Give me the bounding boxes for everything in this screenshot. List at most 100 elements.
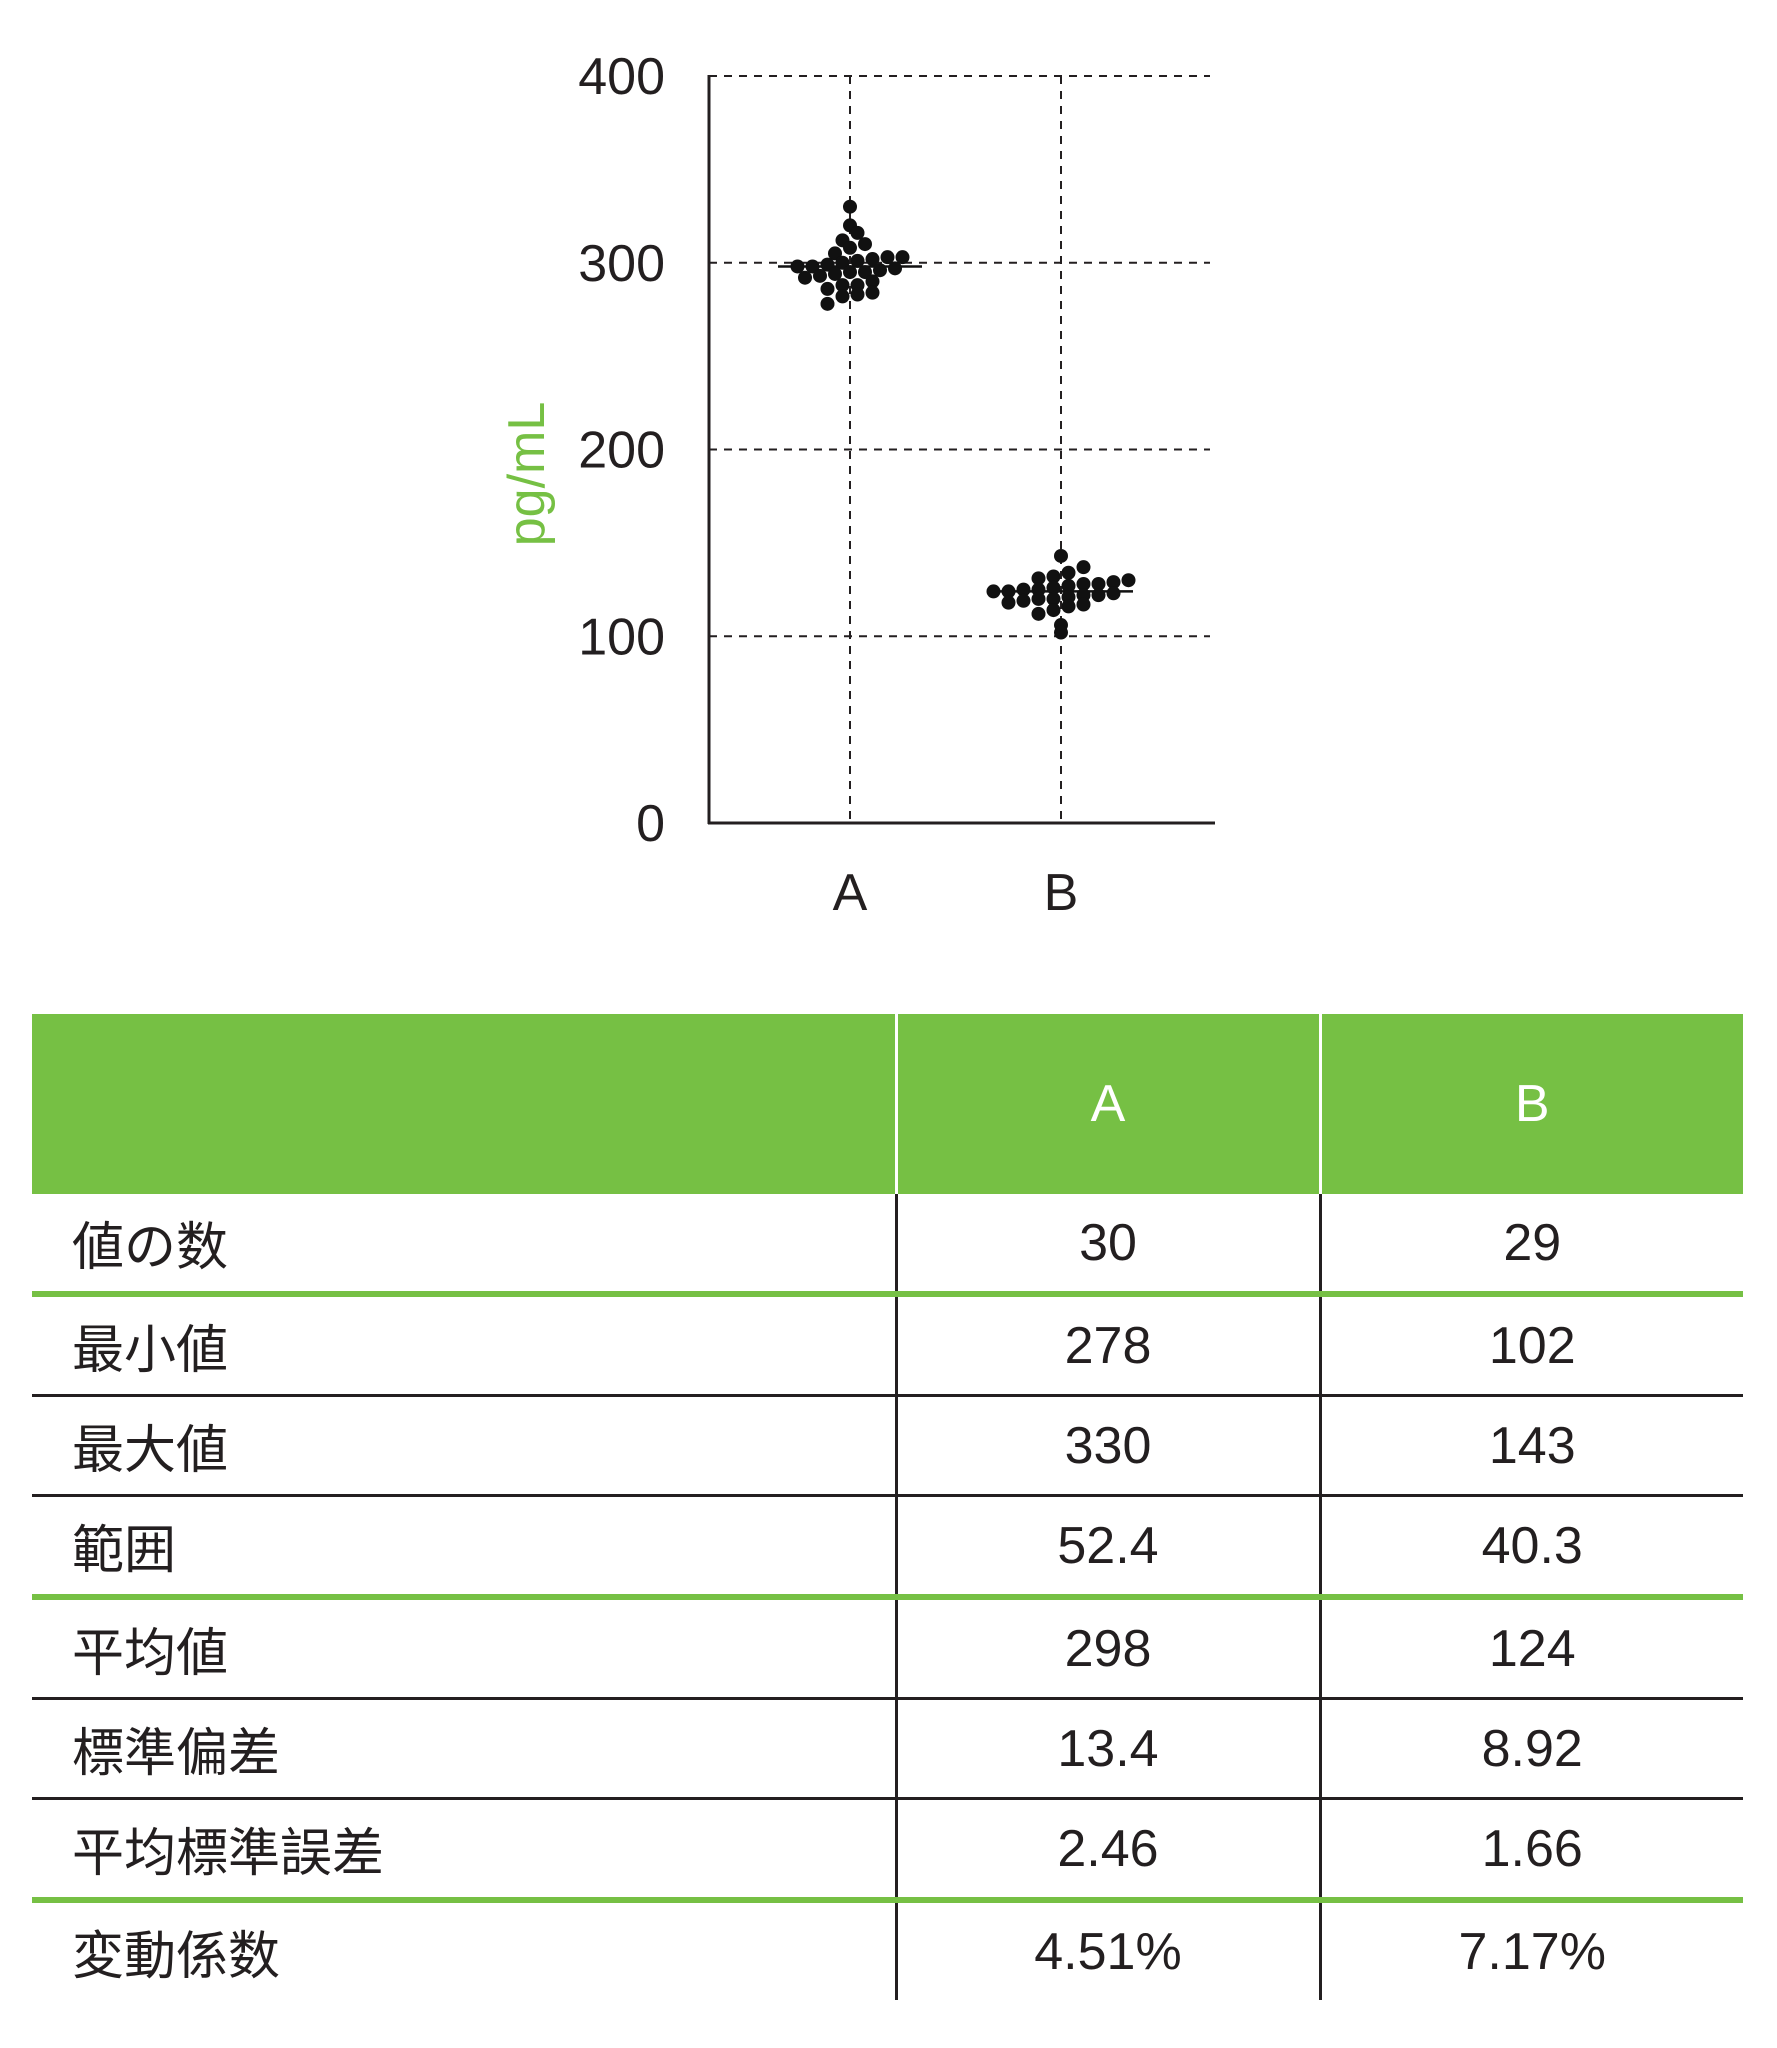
data-point: [820, 257, 835, 272]
data-point: [1076, 597, 1091, 612]
table-row: 変動係数 4.51% 7.17%: [32, 1900, 1743, 2000]
value-a: 52.4: [894, 1495, 1320, 1600]
data-point: [1016, 582, 1031, 597]
data-point: [813, 268, 827, 283]
data-point: [798, 270, 812, 285]
statistics-table: A B 値の数 30 29 最小値 278 102 最大値 330 143 範囲…: [32, 1014, 1743, 2000]
value-a: 330: [894, 1395, 1320, 1497]
data-point: [880, 250, 895, 265]
value-a: 278: [894, 1294, 1320, 1397]
data-point: [820, 281, 835, 296]
row-label: 変動係数: [72, 1928, 281, 1986]
data-points: [778, 199, 1136, 640]
data-point: [1054, 625, 1068, 640]
table-row: 値の数 30 29: [32, 1194, 1743, 1297]
data-point: [1001, 584, 1016, 599]
table-row: 平均標準誤差 2.46 1.66: [32, 1798, 1743, 1903]
data-point: [850, 287, 865, 302]
data-point: [865, 274, 880, 289]
value-b: 102: [1318, 1294, 1743, 1397]
data-point: [1046, 569, 1061, 584]
table-row: 最小値 278 102: [32, 1294, 1743, 1397]
value-a: 13.4: [894, 1698, 1320, 1800]
gridlines: [709, 75, 1210, 823]
data-point: [865, 285, 880, 300]
data-point: [873, 263, 887, 278]
data-point: [1046, 603, 1061, 618]
data-point: [1061, 599, 1076, 614]
data-point: [865, 252, 880, 267]
data-point: [1121, 573, 1136, 588]
value-b: 40.3: [1318, 1495, 1743, 1600]
y-tick-label: 0: [636, 795, 665, 853]
row-label: 最小値: [32, 1294, 896, 1397]
value-a: 298: [894, 1597, 1320, 1700]
data-point: [828, 246, 842, 261]
data-point: [843, 199, 857, 214]
row-label: 範囲: [32, 1495, 896, 1600]
data-point: [1106, 575, 1121, 590]
data-point: [843, 240, 857, 255]
data-point: [1091, 576, 1106, 591]
value-b: 124: [1318, 1597, 1743, 1700]
row-label: 値の数: [32, 1194, 896, 1297]
data-point: [843, 265, 857, 280]
y-tick-labels: 0 100 200 300 400: [578, 48, 665, 853]
data-point: [888, 261, 902, 276]
data-point: [835, 278, 850, 293]
data-point: [1091, 588, 1106, 603]
data-point: [835, 255, 850, 270]
value-b: 29: [1318, 1194, 1743, 1297]
data-point: [1031, 571, 1046, 586]
data-point: [805, 259, 820, 274]
table-row: 範囲 52.4 40.3: [32, 1495, 1743, 1600]
data-point: [1001, 595, 1016, 610]
axes: [707, 75, 1215, 825]
value-b: 143: [1318, 1395, 1743, 1497]
table-row: 標準偏差 13.4 8.92: [32, 1698, 1743, 1800]
table-row: 最大値 330 143: [32, 1395, 1743, 1497]
value-a: 4.51%: [894, 1900, 1320, 2000]
data-point: [850, 253, 865, 268]
row-label: 最大値: [32, 1395, 896, 1497]
row-label: 平均値: [32, 1597, 896, 1700]
x-category-label: A: [833, 864, 868, 922]
value-b: 8.92: [1318, 1698, 1743, 1800]
header-cell-blank: [32, 1014, 896, 1194]
table-header-row: A B: [32, 1014, 1743, 1194]
data-point: [835, 289, 850, 304]
data-point: [828, 266, 842, 281]
y-tick-label: 300: [578, 235, 665, 293]
data-point: [1046, 591, 1061, 606]
data-point: [790, 259, 805, 274]
y-axis-title: pg/mL: [498, 402, 556, 547]
value-b: 7.17%: [1318, 1900, 1743, 2000]
y-tick-label: 100: [578, 608, 665, 666]
y-tick-label: 200: [578, 422, 665, 480]
data-point: [1061, 578, 1076, 593]
header-cell-a: A: [894, 1014, 1320, 1194]
data-point: [986, 584, 1001, 599]
data-point: [1031, 606, 1046, 621]
data-point: [820, 296, 835, 311]
data-point: [1076, 560, 1091, 575]
value-a: 30: [894, 1194, 1320, 1297]
row-label: 平均標準誤差: [32, 1798, 896, 1903]
data-point: [850, 225, 865, 240]
value-b: 1.66: [1318, 1798, 1743, 1903]
data-point: [1054, 548, 1068, 563]
data-point: [1061, 565, 1076, 580]
row-label: 標準偏差: [32, 1698, 896, 1800]
x-category-label: B: [1044, 864, 1079, 922]
data-point: [858, 265, 872, 280]
table-row: 平均値 298 124: [32, 1597, 1743, 1700]
data-point: [1031, 591, 1046, 606]
data-point: [858, 237, 872, 252]
header-cell-b: B: [1318, 1014, 1743, 1194]
y-tick-label: 400: [578, 48, 665, 106]
value-a: 2.46: [894, 1798, 1320, 1903]
data-point: [1106, 586, 1121, 601]
data-point: [1016, 593, 1031, 608]
